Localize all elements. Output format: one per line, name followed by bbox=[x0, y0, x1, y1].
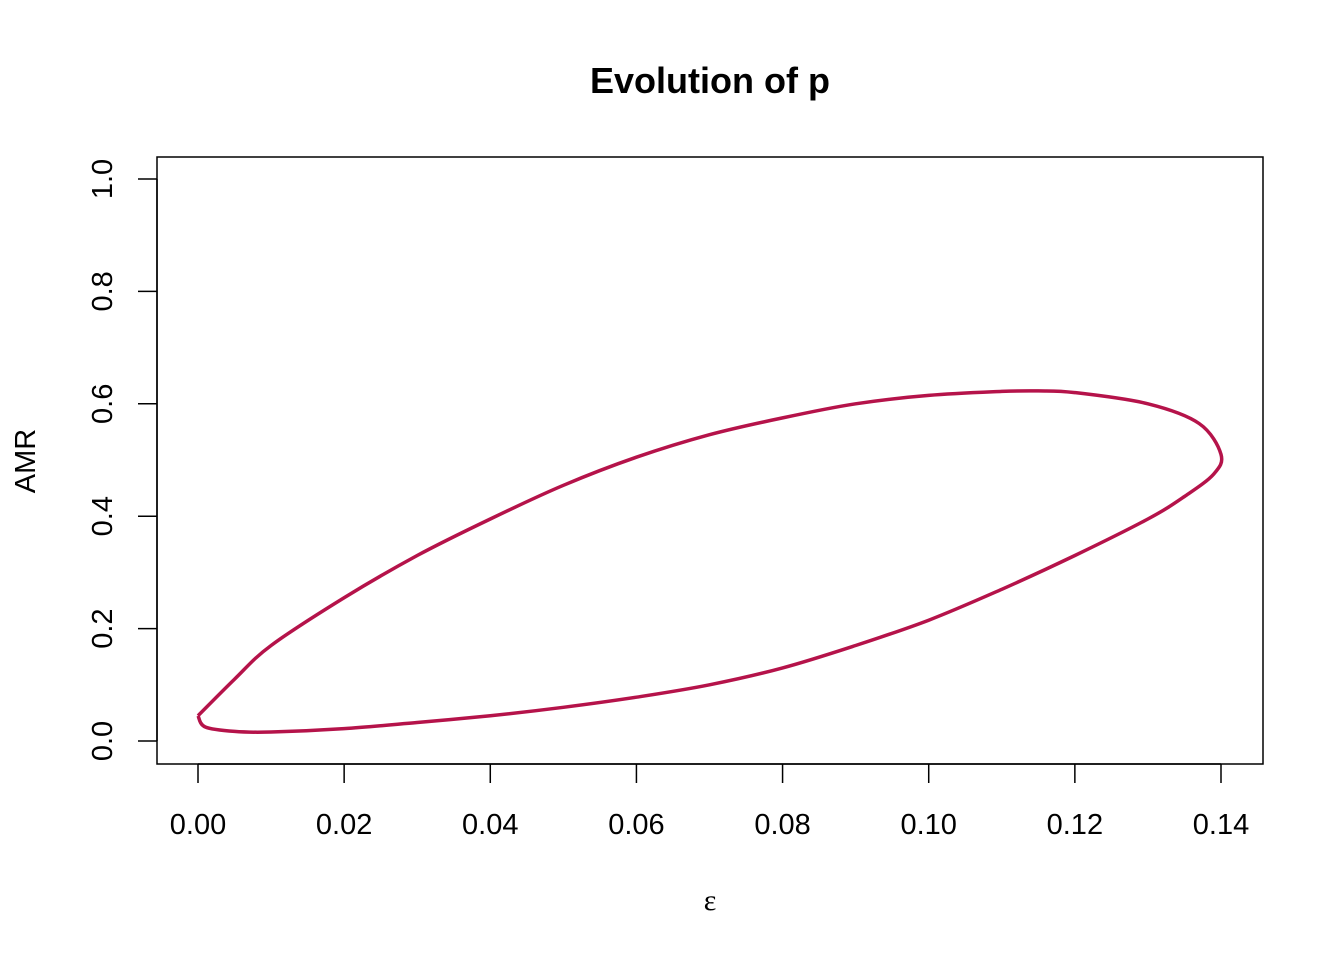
y-axis: 0.0 0.2 0.4 0.6 0.8 1.0 bbox=[87, 159, 158, 761]
x-tick-label: 0.00 bbox=[170, 809, 226, 841]
x-axis: 0.00 0.02 0.04 0.06 0.08 0.10 0.12 0.14 bbox=[170, 763, 1249, 841]
x-axis-label: ε bbox=[704, 884, 717, 917]
x-tick-label: 0.14 bbox=[1193, 809, 1249, 841]
y-tick-label: 0.6 bbox=[87, 384, 119, 424]
x-tick-label: 0.06 bbox=[608, 809, 664, 841]
y-tick-label: 0.4 bbox=[87, 496, 119, 536]
x-tick-label: 0.02 bbox=[316, 809, 372, 841]
x-tick-label: 0.08 bbox=[754, 809, 810, 841]
y-tick-label: 0.2 bbox=[87, 608, 119, 648]
x-tick-label: 0.10 bbox=[900, 809, 956, 841]
y-tick-label: 0.0 bbox=[87, 721, 119, 761]
y-tick-label: 1.0 bbox=[87, 159, 119, 199]
x-tick-label: 0.04 bbox=[462, 809, 518, 841]
y-axis-label: AMR bbox=[10, 429, 42, 493]
x-tick-label: 0.12 bbox=[1047, 809, 1103, 841]
chart-title: Evolution of p bbox=[590, 60, 830, 101]
plot-frame bbox=[156, 156, 1264, 765]
y-tick-label: 0.8 bbox=[87, 271, 119, 311]
series-line bbox=[196, 389, 1224, 735]
